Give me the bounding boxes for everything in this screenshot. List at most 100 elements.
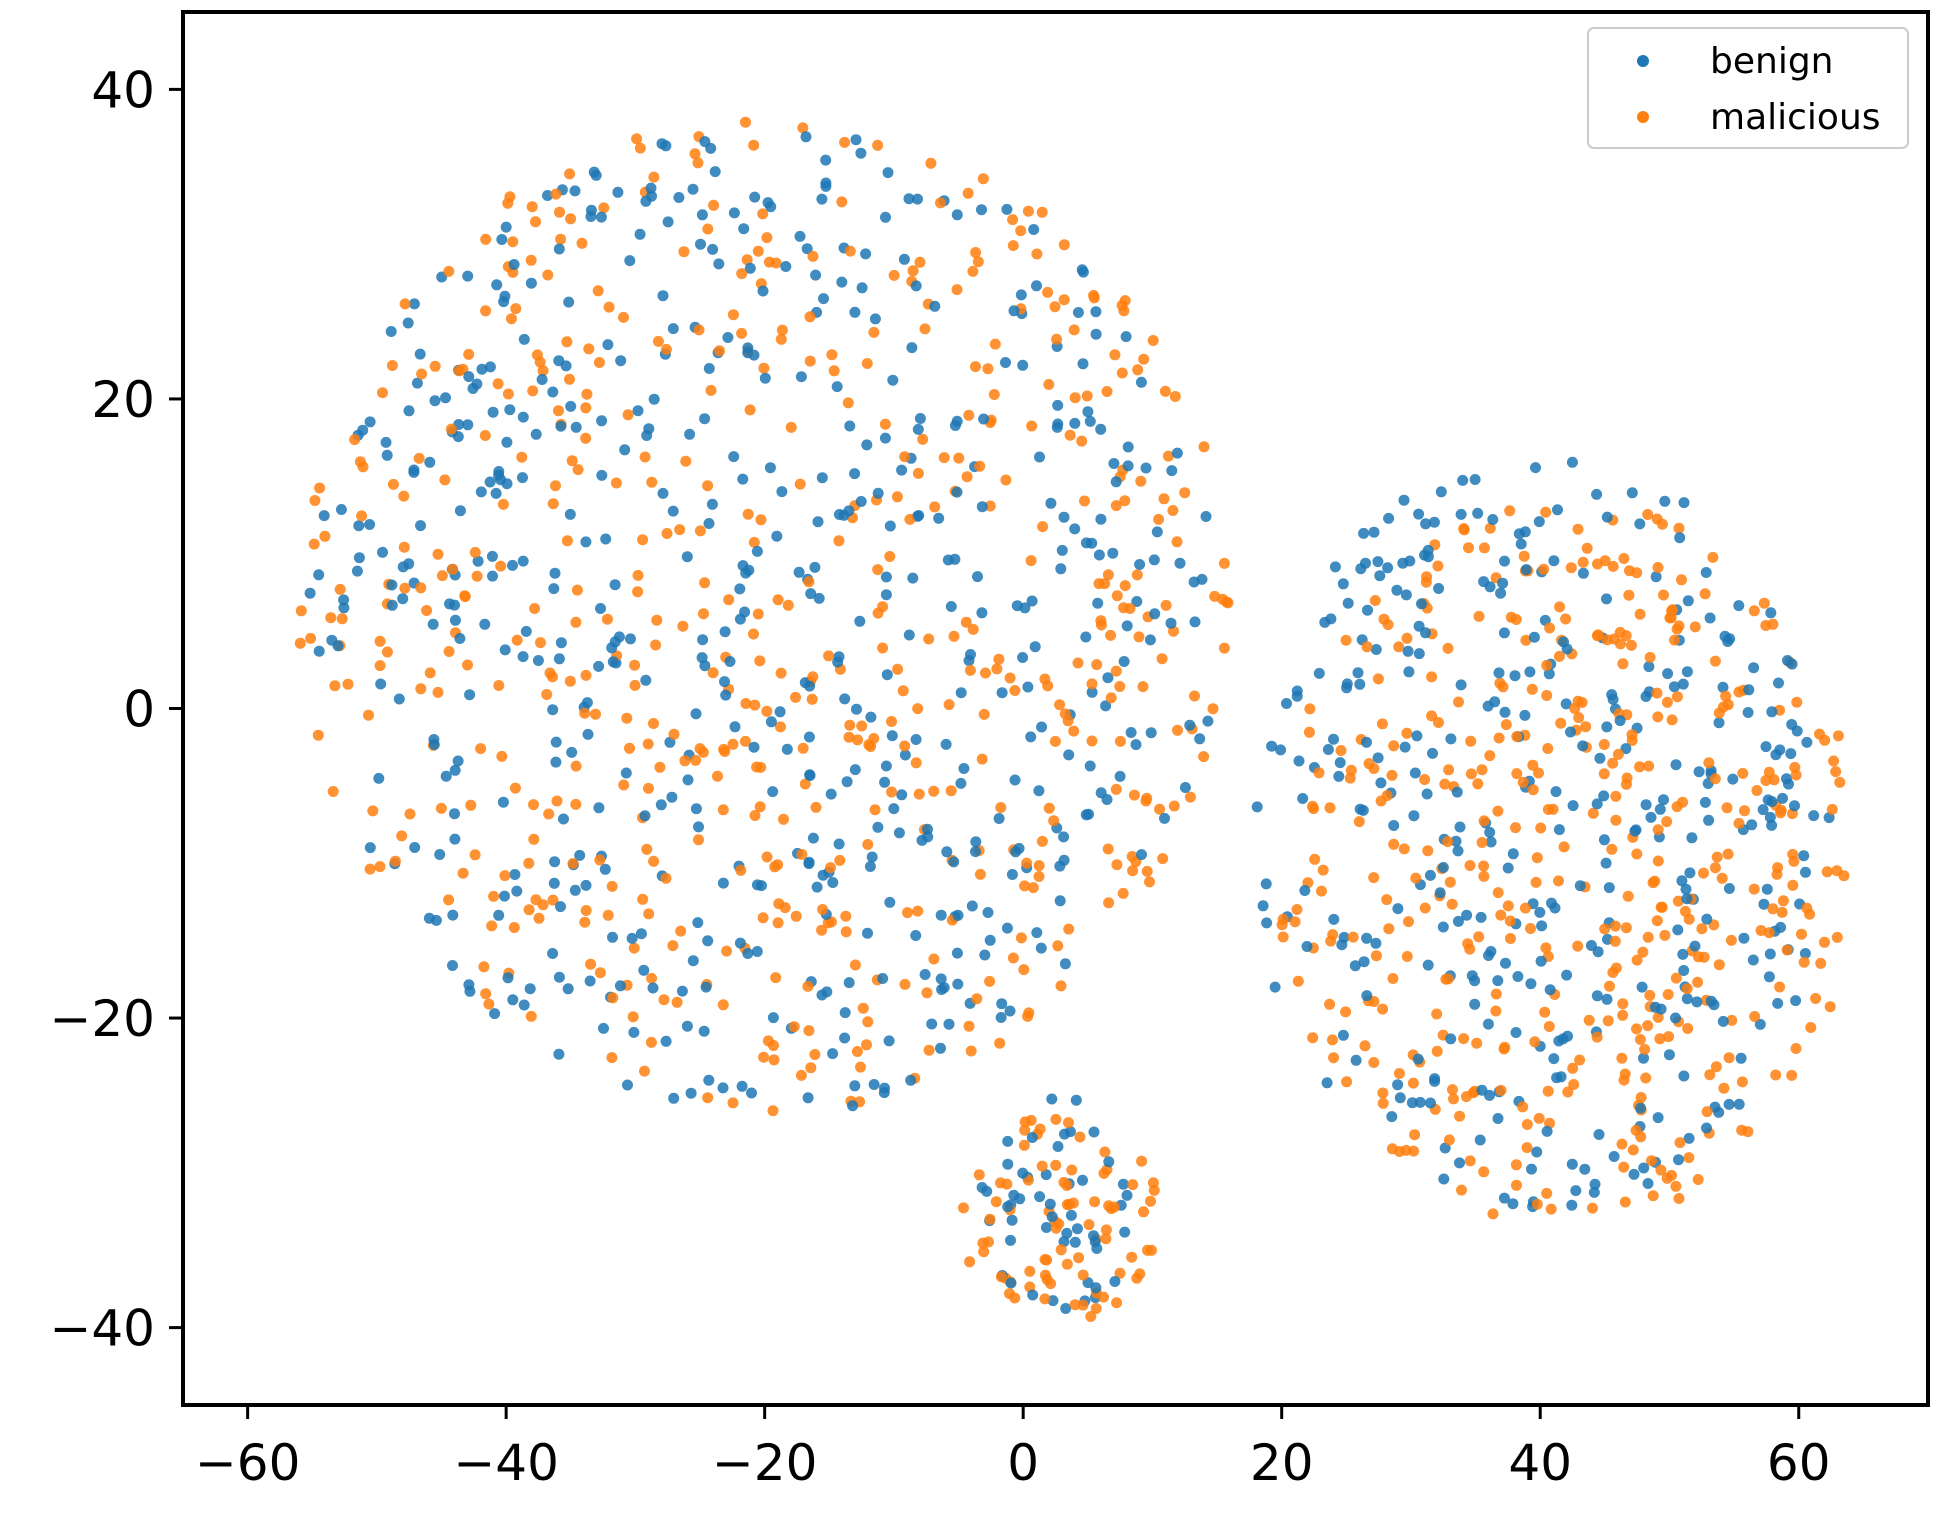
scatter-point-malicious xyxy=(1316,885,1327,897)
scatter-point-malicious xyxy=(912,905,924,917)
scatter-point-malicious xyxy=(806,693,818,705)
scatter-point-malicious xyxy=(689,148,701,160)
scatter-point-benign xyxy=(869,313,881,325)
scatter-point-malicious xyxy=(991,663,1003,675)
scatter-point-benign xyxy=(767,786,779,798)
scatter-point-benign xyxy=(776,486,788,498)
scatter-point-malicious xyxy=(581,388,593,400)
scatter-point-malicious xyxy=(702,223,714,235)
scatter-point-benign xyxy=(1297,793,1309,804)
scatter-point-malicious xyxy=(951,284,963,296)
scatter-point-benign xyxy=(596,415,608,427)
scatter-point-benign xyxy=(1761,883,1773,895)
scatter-point-benign xyxy=(1638,1052,1649,1064)
scatter-point-benign xyxy=(491,279,503,291)
scatter-point-malicious xyxy=(797,122,809,134)
scatter-point-malicious xyxy=(775,667,787,679)
scatter-point-benign xyxy=(1392,1079,1404,1091)
scatter-point-malicious xyxy=(1127,865,1139,877)
scatter-point-benign xyxy=(751,545,763,557)
scatter-point-malicious xyxy=(1828,755,1840,767)
scatter-point-malicious xyxy=(1431,1008,1443,1020)
scatter-point-benign xyxy=(1790,995,1802,1007)
scatter-point-malicious xyxy=(1698,867,1709,879)
scatter-point-benign xyxy=(1428,516,1440,528)
scatter-point-benign xyxy=(667,323,679,335)
scatter-point-malicious xyxy=(1136,1155,1148,1167)
scatter-point-benign xyxy=(868,1079,880,1090)
scatter-point-benign xyxy=(602,339,614,351)
scatter-point-malicious xyxy=(1307,800,1318,812)
scatter-point-malicious xyxy=(1036,206,1048,218)
scatter-point-benign xyxy=(615,355,627,367)
scatter-point-benign xyxy=(1031,927,1043,939)
scatter-point-benign xyxy=(676,985,688,997)
scatter-point-malicious xyxy=(1654,1033,1666,1045)
scatter-point-benign xyxy=(1019,602,1031,614)
scatter-point-malicious xyxy=(1142,1244,1153,1256)
scatter-point-malicious xyxy=(1162,450,1174,462)
scatter-point-malicious xyxy=(399,298,411,310)
scatter-point-malicious xyxy=(1061,1258,1073,1270)
scatter-point-benign xyxy=(728,451,740,463)
scatter-point-benign xyxy=(524,983,536,995)
scatter-point-malicious xyxy=(754,801,766,813)
scatter-point-malicious xyxy=(772,917,784,929)
scatter-point-benign xyxy=(929,300,941,312)
scatter-point-malicious xyxy=(877,642,889,654)
scatter-point-malicious xyxy=(680,455,692,467)
scatter-point-benign xyxy=(1321,1077,1333,1089)
scatter-point-malicious xyxy=(627,1011,639,1023)
scatter-point-malicious xyxy=(530,894,542,906)
scatter-point-benign xyxy=(905,1074,917,1086)
scatter-point-benign xyxy=(1603,882,1615,894)
scatter-point-benign xyxy=(1148,554,1160,566)
scatter-point-malicious xyxy=(1444,876,1456,888)
scatter-point-malicious xyxy=(502,388,514,400)
scatter-point-benign xyxy=(1406,1097,1418,1109)
scatter-point-benign xyxy=(517,411,529,423)
scatter-point-benign xyxy=(1472,507,1484,519)
scatter-point-malicious xyxy=(742,508,754,520)
scatter-point-benign xyxy=(1361,736,1372,748)
scatter-point-malicious xyxy=(1110,783,1122,795)
scatter-point-malicious xyxy=(861,1039,872,1051)
scatter-point-benign xyxy=(1026,595,1038,607)
scatter-point-malicious xyxy=(1661,816,1673,828)
scatter-point-malicious xyxy=(886,716,897,727)
scatter-point-malicious xyxy=(1642,509,1654,520)
scatter-point-benign xyxy=(1474,1134,1486,1146)
scatter-point-benign xyxy=(1009,774,1021,786)
scatter-point-malicious xyxy=(1602,1015,1614,1027)
scatter-point-malicious xyxy=(1790,1043,1802,1054)
scatter-point-malicious xyxy=(555,233,567,245)
scatter-point-malicious xyxy=(1063,1199,1075,1210)
scatter-point-malicious xyxy=(1587,807,1599,819)
scatter-point-malicious xyxy=(570,616,582,628)
y-tick-label: −20 xyxy=(49,990,155,1048)
scatter-point-benign xyxy=(1391,584,1403,596)
scatter-point-malicious xyxy=(1100,1233,1112,1245)
scatter-point-malicious xyxy=(748,628,759,640)
scatter-point-benign xyxy=(1552,504,1563,516)
scatter-point-benign xyxy=(1550,786,1562,798)
scatter-point-benign xyxy=(1789,800,1800,812)
scatter-point-benign xyxy=(1738,932,1750,944)
scatter-point-benign xyxy=(1659,495,1671,507)
scatter-point-benign xyxy=(1029,641,1041,653)
scatter-point-malicious xyxy=(1562,1086,1574,1098)
scatter-point-malicious xyxy=(1051,333,1063,345)
scatter-point-malicious xyxy=(749,699,761,711)
scatter-point-malicious xyxy=(899,451,911,463)
scatter-point-benign xyxy=(1025,731,1037,743)
scatter-point-benign xyxy=(865,711,877,723)
scatter-point-malicious xyxy=(1540,942,1552,954)
scatter-point-benign xyxy=(1693,766,1705,778)
scatter-point-benign xyxy=(580,879,592,891)
scatter-point-malicious xyxy=(974,460,986,472)
scatter-point-malicious xyxy=(1328,1052,1340,1064)
scatter-point-malicious xyxy=(1099,1146,1111,1158)
scatter-point-malicious xyxy=(1072,657,1084,669)
scatter-point-benign xyxy=(1069,417,1081,429)
scatter-point-malicious xyxy=(964,1256,976,1268)
